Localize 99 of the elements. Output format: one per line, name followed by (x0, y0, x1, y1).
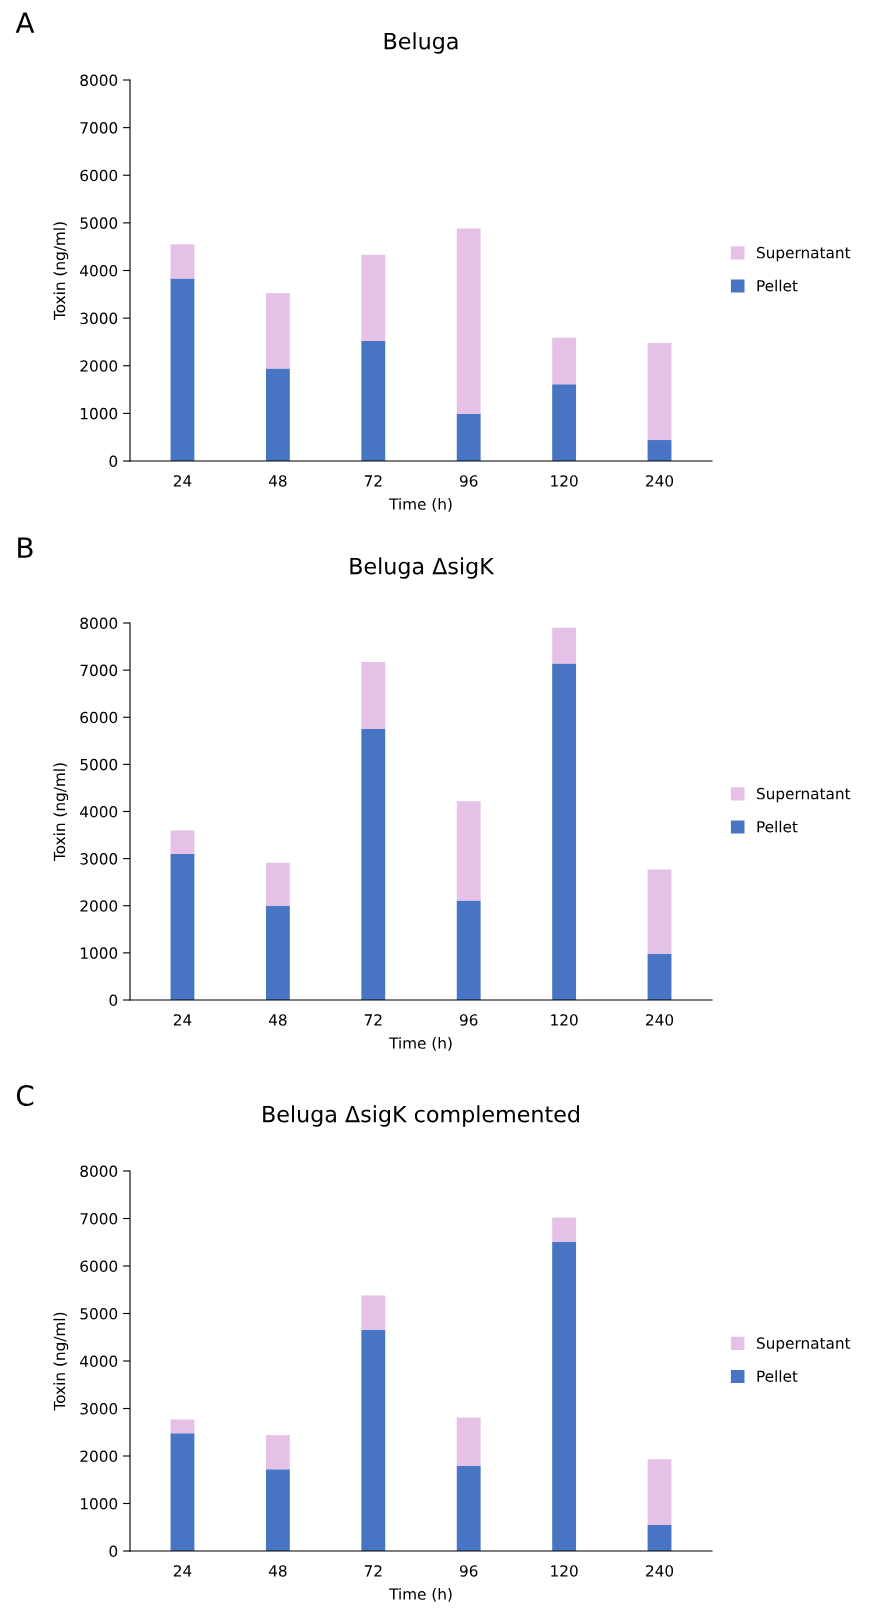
bar (456, 413, 481, 461)
text: C (16, 1085, 34, 1107)
bar (361, 340, 386, 461)
bar (170, 853, 195, 1000)
bar (170, 244, 195, 279)
y-tick-label: 4000 (80, 264, 118, 277)
chart-title: Beluga ΔsigK complemented (263, 1105, 579, 1127)
bar (265, 905, 290, 1000)
chart-title: Beluga (384, 32, 458, 54)
bar (361, 729, 386, 1000)
y-axis-title: Toxin (ng/ml) (53, 222, 69, 321)
chart-title: Beluga ΔsigK (350, 557, 495, 579)
legend-label: Pellet (757, 1370, 798, 1382)
legend-label: Supernatant (757, 1337, 851, 1352)
bar (170, 278, 195, 461)
bar (265, 368, 290, 461)
x-tick-label: 72 (364, 475, 382, 487)
bar (170, 830, 195, 854)
bar (647, 1459, 672, 1525)
y-tick-label: 4000 (80, 1355, 118, 1368)
bar (265, 862, 290, 906)
y-tick-label: 1000 (80, 1497, 118, 1510)
y-tick-label: 0 (109, 455, 118, 468)
bar (552, 627, 577, 664)
x-tick-label: 120 (551, 475, 578, 487)
y-tick-label: 1000 (80, 947, 118, 959)
x-tick-label: 48 (268, 475, 287, 487)
y-tick-label: 2000 (80, 360, 118, 372)
bar (552, 1217, 577, 1242)
x-tick-label: 120 (551, 1565, 578, 1577)
legend-label: Supernatant (757, 246, 851, 262)
legend-label: Pellet (757, 820, 798, 833)
y-tick-label: 2000 (80, 900, 118, 912)
text: B (18, 537, 33, 558)
y-axis-title: Toxin (ng/ml) (53, 763, 69, 862)
x-axis-title: Time (h) (389, 498, 452, 512)
x-axis-title: Time (h) (389, 1037, 452, 1051)
bar (265, 292, 290, 369)
y-tick-label: 8000 (80, 1165, 118, 1178)
bar (647, 953, 672, 1000)
bar (552, 337, 577, 385)
y-tick-label: 3000 (80, 1402, 118, 1415)
bar (265, 1435, 290, 1470)
bar (647, 440, 672, 461)
x-axis-title: Time (h) (389, 1588, 452, 1602)
bar (552, 1241, 577, 1551)
bar (647, 869, 672, 954)
y-tick-label: 1000 (80, 407, 118, 420)
y-tick-label: 2000 (80, 1450, 118, 1463)
bar (552, 384, 577, 461)
y-tick-label: 7000 (80, 1212, 118, 1225)
y-tick-label: 7000 (80, 122, 118, 134)
x-tick-label: 96 (459, 475, 478, 487)
text: A (15, 12, 35, 33)
y-tick-label: 5000 (80, 758, 118, 771)
bar (361, 662, 386, 730)
legend-label: Pellet (757, 279, 798, 292)
bar (361, 254, 386, 341)
x-tick-label: 96 (459, 1014, 478, 1026)
x-tick-label: 96 (459, 1565, 478, 1577)
x-tick-label: 72 (364, 1565, 382, 1577)
x-tick-label: 240 (646, 1565, 674, 1577)
bar (647, 1524, 672, 1551)
y-tick-label: 0 (109, 1545, 118, 1558)
x-tick-label: 24 (173, 1014, 192, 1026)
bar (456, 1465, 481, 1551)
bar (456, 228, 481, 414)
x-tick-label: 72 (364, 1014, 382, 1026)
bar (170, 1433, 195, 1551)
x-tick-label: 120 (551, 1014, 578, 1026)
y-tick-label: 6000 (80, 711, 118, 724)
bar (552, 663, 577, 1000)
y-tick-label: 5000 (80, 1307, 118, 1320)
bar (361, 1329, 386, 1551)
y-axis-title: Toxin (ng/ml) (53, 1312, 69, 1411)
bar (456, 900, 481, 1000)
x-tick-label: 48 (268, 1014, 287, 1026)
bar (361, 1295, 386, 1330)
bar (647, 342, 672, 441)
bar (170, 1419, 195, 1434)
y-tick-label: 6000 (80, 169, 118, 182)
y-tick-label: 0 (109, 994, 118, 1007)
y-tick-label: 8000 (80, 74, 118, 87)
x-tick-label: 24 (173, 475, 192, 487)
bar (456, 801, 481, 901)
bar (456, 1417, 481, 1466)
y-tick-label: 3000 (80, 312, 118, 325)
y-tick-label: 8000 (80, 617, 118, 630)
bar (265, 1469, 290, 1551)
x-tick-label: 48 (268, 1565, 287, 1577)
y-tick-label: 6000 (80, 1260, 118, 1273)
y-tick-label: 4000 (80, 805, 118, 818)
legend-label: Supernatant (757, 787, 851, 803)
y-tick-label: 3000 (80, 853, 118, 865)
x-tick-label: 24 (173, 1565, 192, 1577)
y-tick-label: 7000 (80, 664, 118, 677)
x-tick-label: 240 (646, 1014, 674, 1026)
y-tick-label: 5000 (80, 217, 118, 229)
x-tick-label: 240 (646, 475, 674, 487)
